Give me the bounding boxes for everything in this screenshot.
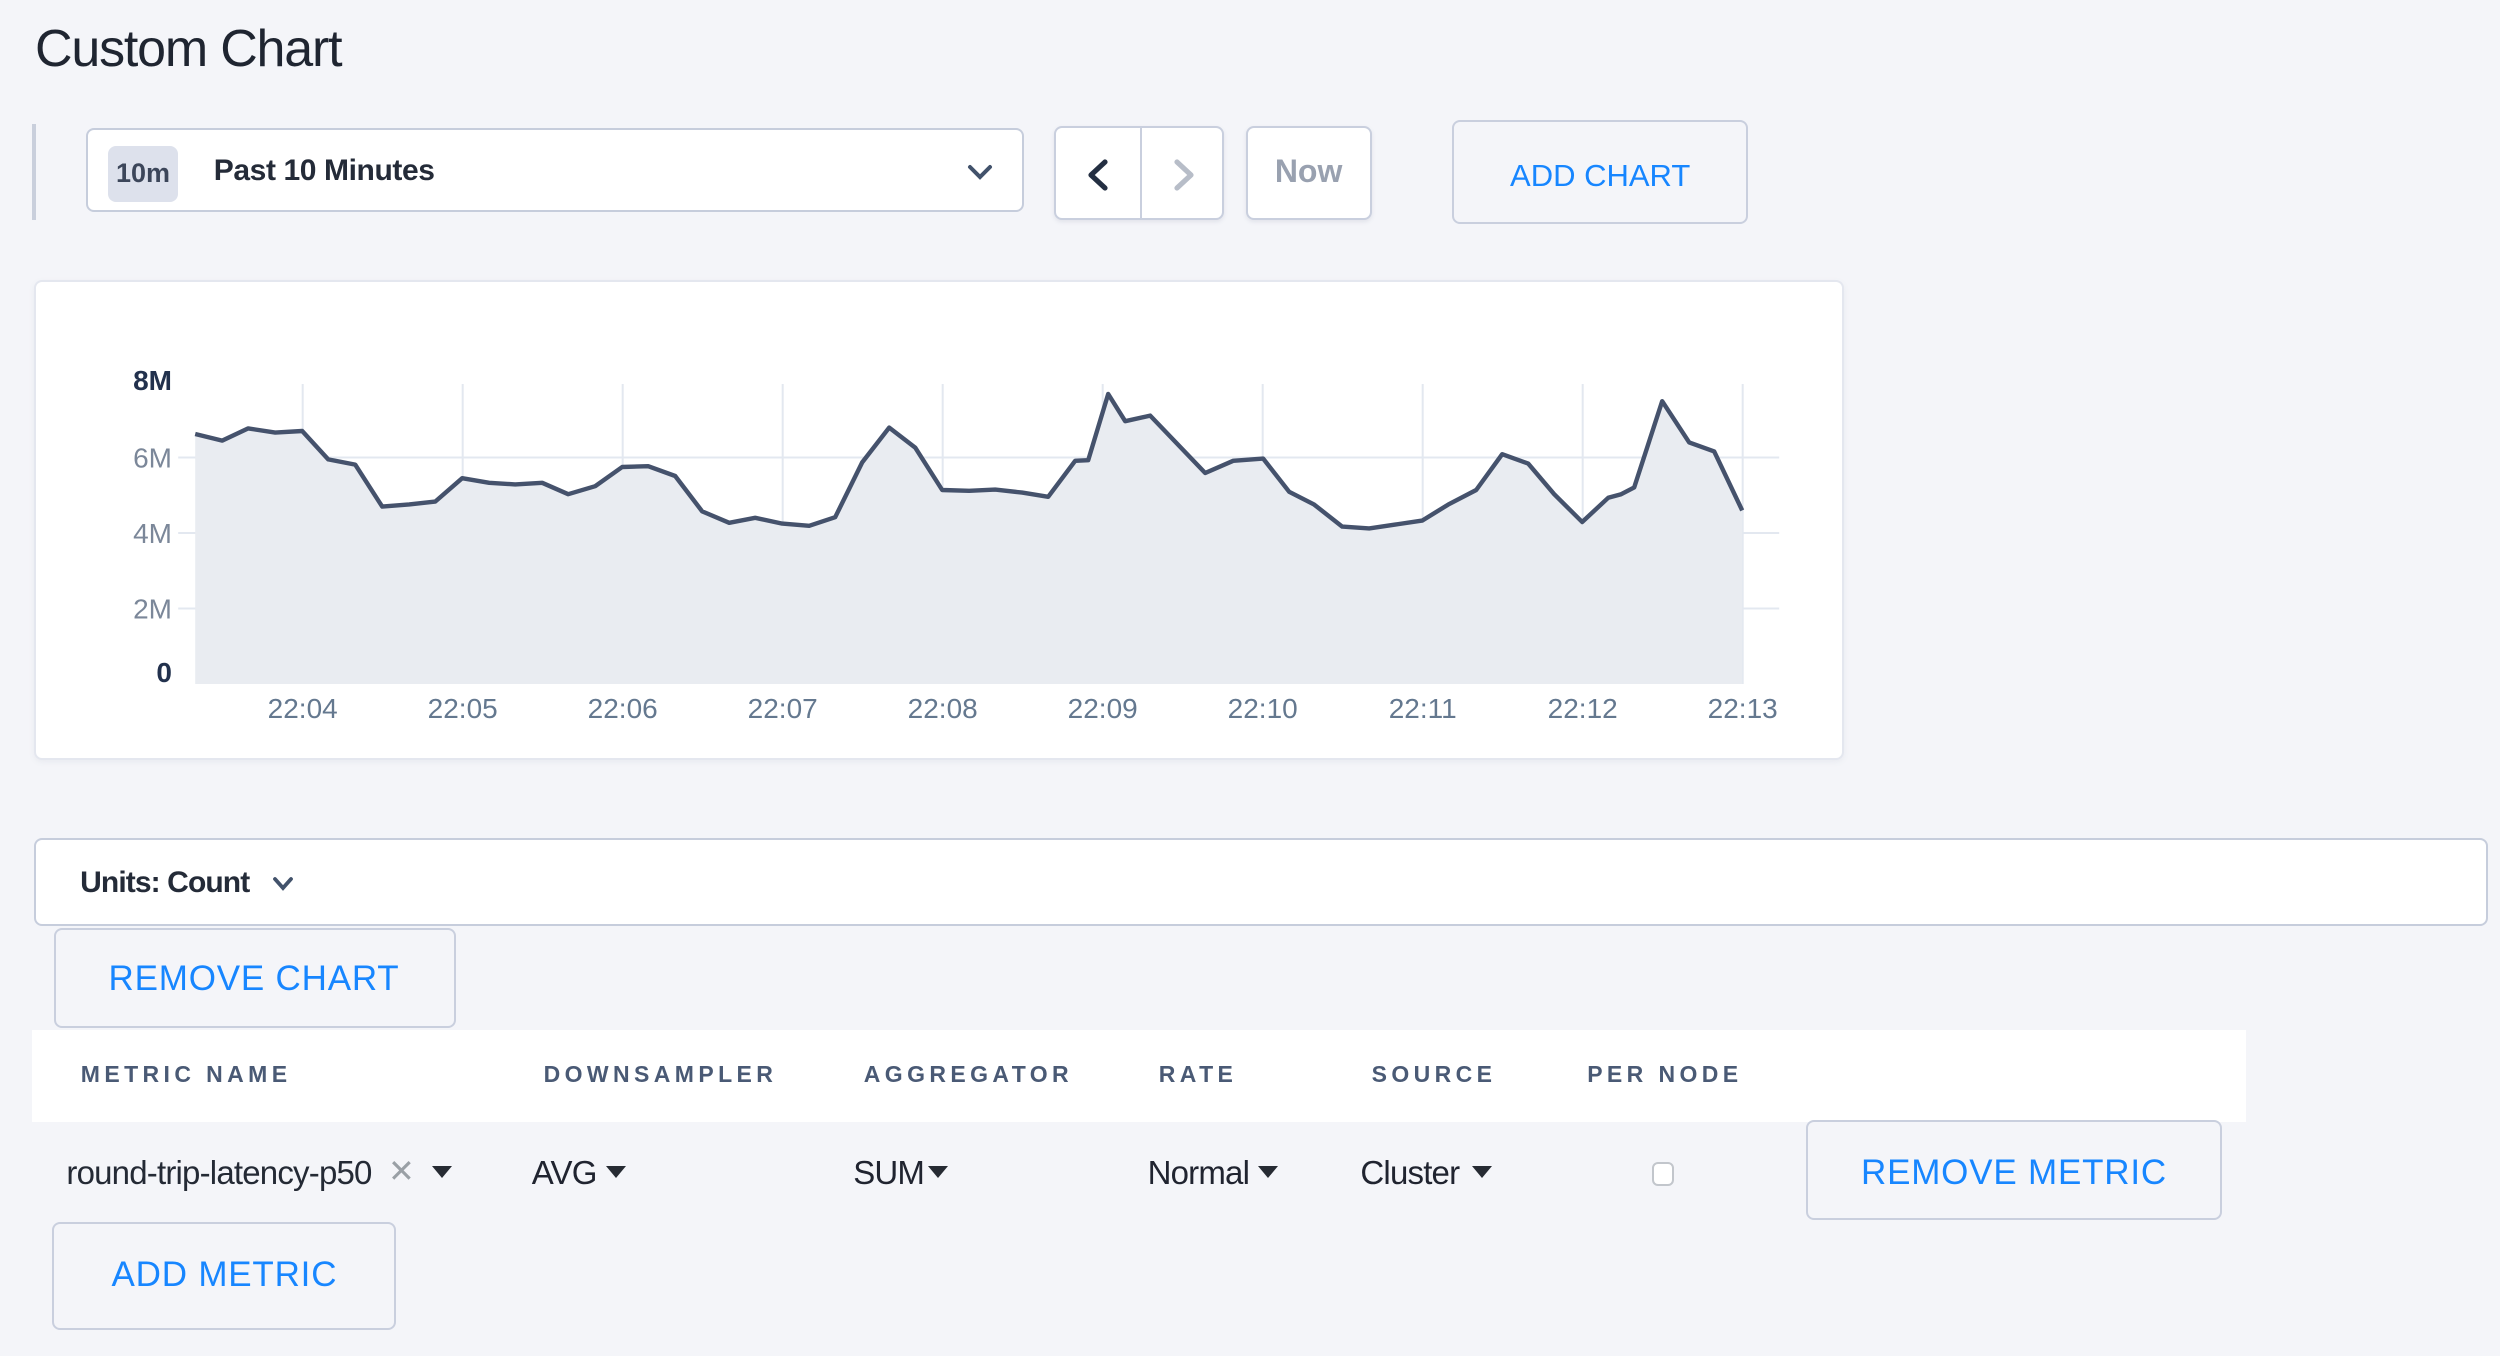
- svg-text:22:07: 22:07: [747, 693, 817, 724]
- svg-text:0: 0: [156, 657, 172, 688]
- svg-text:22:12: 22:12: [1547, 693, 1617, 724]
- svg-text:22:04: 22:04: [267, 693, 337, 724]
- svg-text:22:11: 22:11: [1388, 693, 1456, 724]
- svg-text:22:09: 22:09: [1067, 693, 1137, 724]
- svg-text:22:05: 22:05: [427, 693, 497, 724]
- svg-text:6M: 6M: [133, 443, 172, 474]
- svg-text:2M: 2M: [133, 593, 172, 624]
- svg-text:22:13: 22:13: [1707, 693, 1777, 724]
- svg-text:22:10: 22:10: [1227, 693, 1297, 724]
- svg-text:22:08: 22:08: [907, 693, 977, 724]
- svg-text:4M: 4M: [133, 518, 172, 549]
- svg-text:22:06: 22:06: [587, 693, 657, 724]
- svg-text:8M: 8M: [133, 365, 172, 396]
